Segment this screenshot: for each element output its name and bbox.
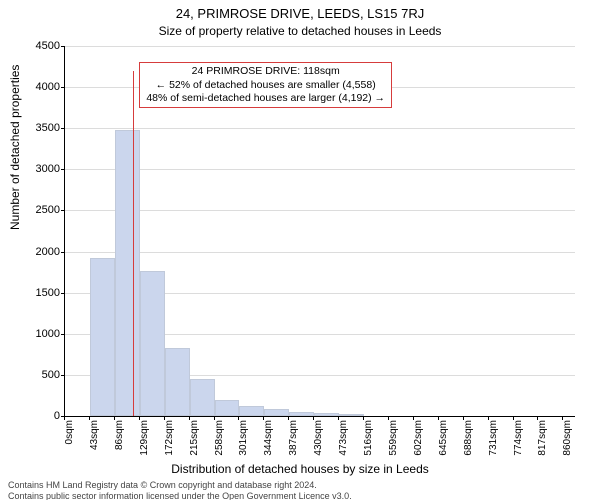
x-axis-label: Distribution of detached houses by size … [0, 462, 600, 476]
footer-line-1: Contains HM Land Registry data © Crown c… [8, 480, 317, 490]
gridline [65, 128, 575, 129]
chart-title-sub: Size of property relative to detached ho… [0, 24, 600, 38]
ytick-label: 4000 [10, 81, 60, 93]
histogram-bar [264, 409, 289, 416]
xtick-label: 645sqm [438, 420, 449, 464]
histogram-bar [165, 348, 190, 416]
xtick-label: 817sqm [537, 420, 548, 464]
annotation-line-2: ← 52% of detached houses are smaller (4,… [146, 79, 385, 92]
ytick-label: 0 [10, 410, 60, 422]
ytick-mark [61, 293, 65, 294]
xtick-label: 0sqm [64, 420, 75, 464]
histogram-bar [140, 271, 165, 416]
ytick-mark [61, 87, 65, 88]
ytick-label: 2500 [10, 204, 60, 216]
ytick-label: 1500 [10, 287, 60, 299]
histogram-bar [239, 406, 264, 416]
xtick-label: 688sqm [463, 420, 474, 464]
ytick-label: 3500 [10, 122, 60, 134]
histogram-bar [190, 379, 215, 416]
xtick-label: 172sqm [164, 420, 175, 464]
xtick-label: 215sqm [189, 420, 200, 464]
xtick-label: 774sqm [513, 420, 524, 464]
footer-line-2: Contains public sector information licen… [8, 491, 352, 500]
xtick-label: 430sqm [313, 420, 324, 464]
histogram-bar [339, 414, 364, 416]
xtick-label: 860sqm [562, 420, 573, 464]
chart-title-main: 24, PRIMROSE DRIVE, LEEDS, LS15 7RJ [0, 6, 600, 21]
ytick-label: 3000 [10, 163, 60, 175]
ytick-mark [61, 252, 65, 253]
property-size-histogram: 24, PRIMROSE DRIVE, LEEDS, LS15 7RJ Size… [0, 0, 600, 500]
annotation-line-1: 24 PRIMROSE DRIVE: 118sqm [146, 65, 385, 78]
property-marker-line [133, 71, 134, 416]
ytick-mark [61, 46, 65, 47]
ytick-label: 4500 [10, 40, 60, 52]
histogram-bar [215, 400, 240, 416]
xtick-label: 86sqm [114, 420, 125, 464]
histogram-bar [289, 412, 314, 416]
ytick-mark [61, 210, 65, 211]
xtick-label: 344sqm [263, 420, 274, 464]
ytick-label: 500 [10, 369, 60, 381]
ytick-mark [61, 169, 65, 170]
ytick-label: 1000 [10, 328, 60, 340]
xtick-label: 387sqm [288, 420, 299, 464]
xtick-label: 129sqm [139, 420, 150, 464]
gridline [65, 252, 575, 253]
ytick-label: 2000 [10, 246, 60, 258]
annotation-line-3: 48% of semi-detached houses are larger (… [146, 92, 385, 105]
gridline [65, 169, 575, 170]
xtick-label: 473sqm [338, 420, 349, 464]
xtick-label: 258sqm [214, 420, 225, 464]
histogram-bar [90, 258, 115, 416]
xtick-label: 301sqm [238, 420, 249, 464]
xtick-label: 43sqm [89, 420, 100, 464]
xtick-label: 516sqm [363, 420, 374, 464]
gridline [65, 210, 575, 211]
ytick-mark [61, 128, 65, 129]
annotation-box: 24 PRIMROSE DRIVE: 118sqm← 52% of detach… [139, 62, 392, 107]
histogram-bar [314, 413, 339, 416]
ytick-mark [61, 334, 65, 335]
histogram-bar [115, 130, 140, 416]
xtick-label: 731sqm [488, 420, 499, 464]
xtick-label: 559sqm [388, 420, 399, 464]
gridline [65, 46, 575, 47]
ytick-mark [61, 375, 65, 376]
xtick-label: 602sqm [413, 420, 424, 464]
